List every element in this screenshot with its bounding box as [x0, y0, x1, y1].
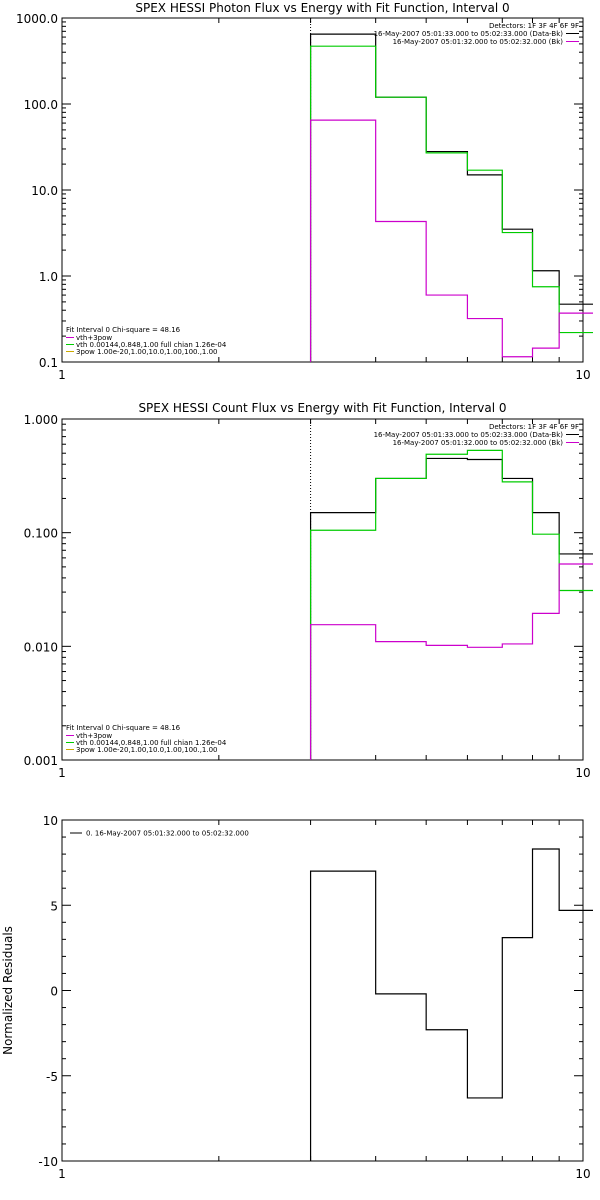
legend-fit-text: 3pow 1.00e-20,1.00,10.0,1.00,100.,1.00	[76, 348, 218, 356]
x-tick-label: 10	[575, 766, 590, 780]
series-2-histogram	[309, 449, 593, 760]
y-tick-label: 10.0	[31, 184, 58, 198]
y-tick-label: 0	[50, 985, 58, 999]
series-3-histogram	[309, 119, 593, 362]
legend-fit-text: vth+3pow	[76, 732, 112, 740]
legend-fit-text: vth+3pow	[76, 334, 112, 342]
plot-frame	[61, 17, 584, 363]
y-tick-label: -10	[38, 1155, 58, 1169]
legend-entry-text: 16-May-2007 05:01:32.000 to 05:02:32.000…	[393, 439, 564, 447]
y-tick-label: 1.000	[24, 413, 58, 427]
legend-entry-text: 16-May-2007 05:01:32.000 to 05:02:32.000…	[393, 38, 564, 46]
legend-fit-text: vth 0.00144,0.848,1.00 full chian 1.26e-…	[76, 739, 227, 747]
legend-fit-header: Fit Interval 0 Chi-square = 48.16	[66, 724, 181, 732]
x-tick-label: 10	[575, 1167, 590, 1181]
series-1-histogram	[309, 457, 593, 760]
x-tick-label: 1	[58, 368, 66, 382]
legend-detectors: Detectors: 1F 3F 4F 6F 9F	[489, 22, 579, 30]
x-tick-label: 1	[58, 1167, 66, 1181]
y-tick-label: 0.001	[24, 754, 58, 768]
y-axis-label: Normalized Residuals	[1, 926, 15, 1055]
x-tick-label: 1	[58, 766, 66, 780]
chart-title: SPEX HESSI Photon Flux vs Energy with Fi…	[135, 1, 509, 15]
y-tick-label: 0.010	[24, 640, 58, 654]
plot-frame	[61, 418, 584, 761]
legend-fit-text: 3pow 1.00e-20,1.00,10.0,1.00,100.,1.00	[76, 746, 218, 754]
chart-panel-2: SPEX HESSI Count Flux vs Energy with Fit…	[24, 401, 593, 780]
y-tick-label: 1000.0	[16, 12, 58, 26]
chart-title: SPEX HESSI Count Flux vs Energy with Fit…	[138, 401, 506, 415]
chart-panel-3: 1 10 -10 -5 0 5 10 Normalized Residuals 0. 16-Ma…	[1, 814, 593, 1181]
y-tick-label: 100.0	[24, 98, 58, 112]
legend-entry-text: 16-May-2007 05:01:33.000 to 05:02:33.000…	[374, 431, 564, 439]
legend-fit-header: Fit Interval 0 Chi-square = 48.16	[66, 326, 181, 334]
series-2-histogram	[309, 45, 593, 362]
legend-detectors: Detectors: 1F 3F 4F 6F 9F	[489, 423, 579, 431]
legend-fit-text: vth 0.00144,0.848,1.00 full chian 1.26e-…	[76, 341, 227, 349]
legend-entry-text: 16-May-2007 05:01:33.000 to 05:02:33.000…	[374, 30, 564, 38]
series-1-histogram	[309, 33, 593, 362]
y-tick-label: 0.1	[39, 356, 58, 370]
y-tick-label: 10	[43, 814, 58, 828]
chart-panel-1: SPEX HESSI Photon Flux vs Energy with Fi…	[16, 1, 593, 382]
y-tick-label: -5	[46, 1070, 58, 1084]
y-tick-label: 1.0	[39, 270, 58, 284]
series-3-histogram	[309, 563, 593, 760]
y-tick-label: 0.100	[24, 527, 58, 541]
y-tick-label: 5	[50, 899, 58, 913]
series-1-histogram	[309, 848, 593, 1161]
x-tick-label: 10	[575, 368, 590, 382]
legend-entry-text: 0. 16-May-2007 05:01:32.000 to 05:02:32.…	[86, 830, 249, 838]
